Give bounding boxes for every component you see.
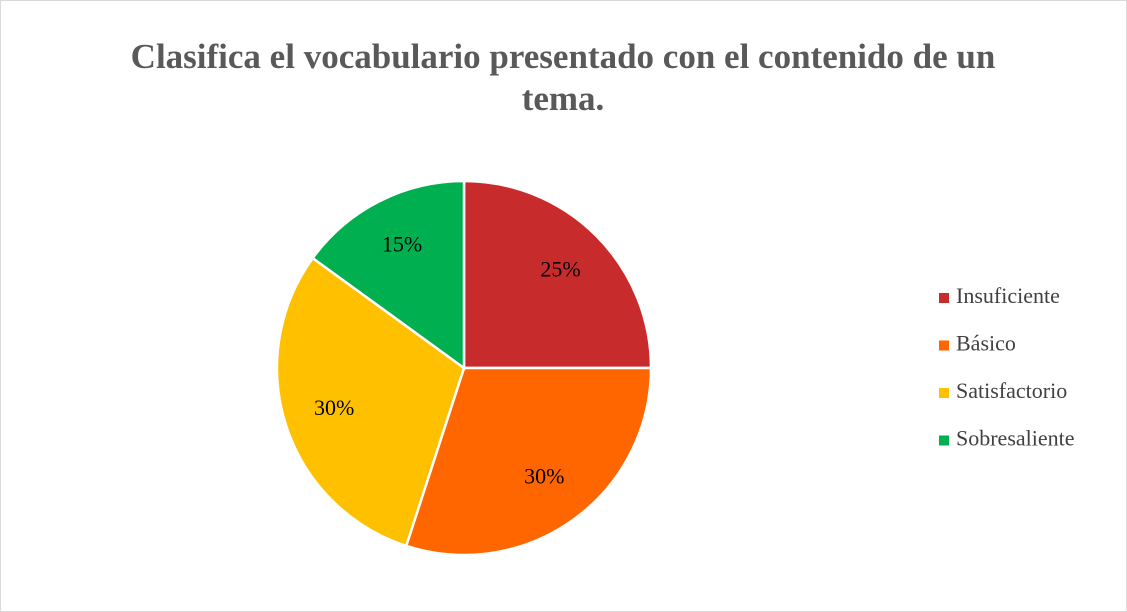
legend-label: Satisfactorio	[956, 378, 1067, 403]
legend-swatch	[939, 435, 949, 446]
data-label: 30%	[524, 463, 564, 488]
pie-slice	[275, 256, 466, 548]
pie-slice	[404, 366, 653, 557]
legend-swatch	[939, 340, 949, 351]
legend-label: Insuficiente	[956, 283, 1060, 308]
data-label: 30%	[314, 395, 354, 420]
data-label: 15%	[382, 231, 422, 256]
data-label: 25%	[540, 257, 580, 282]
legend-label: Sobresaliente	[956, 426, 1075, 451]
legend-label: Básico	[956, 331, 1016, 356]
pie-slice	[462, 179, 653, 370]
chart-title: Clasifica el vocabulario presentado con …	[130, 37, 996, 118]
legend-swatch	[939, 388, 949, 398]
pie-slice	[310, 179, 466, 371]
legend-swatch	[939, 293, 949, 303]
